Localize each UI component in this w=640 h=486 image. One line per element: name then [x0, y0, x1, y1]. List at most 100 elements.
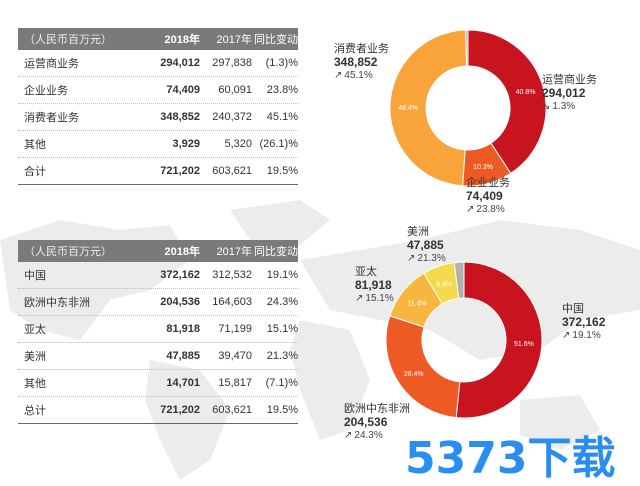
value-yoy: 15.1%: [266, 323, 298, 335]
value-2017: 297,838: [212, 57, 252, 69]
value-yoy: 19.5%: [266, 165, 298, 177]
value-yoy: (1.3)%: [265, 57, 298, 69]
row-label: 美洲: [24, 351, 46, 363]
value-2017: 603,621: [212, 165, 252, 177]
value-yoy: 19.1%: [266, 269, 298, 281]
trend-arrow-icon: ↗: [562, 330, 571, 341]
value-2018: 74,409: [166, 84, 200, 96]
region-revenue-table: （人民币百万元） 2018年 2017年 同比变动 中国 372,162 312…: [18, 240, 298, 424]
row-label: 其他: [24, 378, 46, 390]
region-slice-0: [455, 261, 543, 419]
table-row: 消费者业务 348,852 240,372 45.1%: [18, 104, 298, 131]
business-donut-chart: 40.8% 10.3% 48.4%: [389, 29, 547, 187]
table-row: 欧洲中东非洲 204,536 164,603 24.3%: [18, 289, 298, 316]
row-label: 中国: [24, 270, 46, 282]
growth-value: 19.1%: [572, 330, 601, 341]
trend-arrow-icon: ↗: [355, 293, 364, 304]
header-unit: （人民币百万元）: [24, 34, 112, 46]
annotation-growth: ↘ 1.3%: [542, 100, 597, 113]
value-2018: 3,929: [172, 138, 200, 150]
annotation-name: 美洲: [407, 226, 429, 238]
annotation-name: 企业业务: [466, 177, 510, 189]
business-slice-0: [467, 29, 547, 175]
table-row: 运营商业务 294,012 297,838 (1.3)%: [18, 50, 298, 77]
value-2018: 372,162: [160, 269, 200, 281]
annotation-value: 47,885: [407, 238, 444, 252]
value-yoy: (7.1)%: [265, 377, 298, 389]
annotation-enterprise: 企业业务 74,409 ↗ 23.8%: [466, 177, 510, 216]
growth-value: 21.3%: [417, 253, 446, 264]
business-slice-label-0: 40.8%: [516, 89, 536, 96]
row-label: 运营商业务: [24, 58, 79, 70]
growth-value: 24.3%: [354, 430, 383, 441]
growth-value: 23.8%: [476, 204, 505, 215]
business-slice-label-2: 48.4%: [398, 105, 418, 112]
header-2017: 2017年: [216, 34, 252, 46]
value-yoy: (26.1)%: [259, 138, 298, 150]
header-2017: 2017年: [216, 246, 252, 258]
value-2017: 60,091: [218, 84, 252, 96]
value-2018: 294,012: [160, 57, 200, 69]
row-label: 总计: [24, 405, 46, 417]
table-row: 其他 14,701 15,817 (7.1)%: [18, 370, 298, 397]
value-2017: 71,199: [218, 323, 252, 335]
row-label: 消费者业务: [24, 112, 79, 124]
table-row: 美洲 47,885 39,470 21.3%: [18, 343, 298, 370]
trend-arrow-icon: ↘: [542, 101, 551, 112]
value-2018: 81,918: [166, 323, 200, 335]
business-slice-3: [465, 29, 469, 67]
row-label: 企业业务: [24, 85, 68, 97]
annotation-growth: ↗ 45.1%: [334, 69, 389, 82]
region-slice-4: [453, 261, 465, 299]
annotation-growth: ↗ 15.1%: [355, 292, 394, 305]
annotation-name: 消费者业务: [334, 43, 389, 55]
region-donut-chart: 51.6% 28.4% 11.4% 6.6%: [385, 261, 543, 419]
table-row: 中国 372,162 312,532 19.1%: [18, 262, 298, 289]
row-label: 合计: [24, 166, 46, 178]
business-slice-2: [389, 29, 468, 187]
annotation-name: 欧洲中东非洲: [344, 403, 410, 415]
header-yoy: 同比变动: [254, 34, 298, 46]
annotation-growth: ↗ 24.3%: [344, 429, 410, 442]
region-slice-label-3: 6.6%: [436, 281, 452, 288]
table-row: 亚太 81,918 71,199 15.1%: [18, 316, 298, 343]
region-slice-label-0: 51.6%: [514, 341, 534, 348]
growth-value: 1.3%: [552, 101, 576, 112]
value-2018: 14,701: [166, 377, 200, 389]
trend-arrow-icon: ↗: [407, 253, 416, 264]
growth-value: 45.1%: [344, 70, 373, 81]
trend-arrow-icon: ↗: [466, 204, 475, 215]
annotation-value: 372,162: [562, 315, 606, 329]
table-total-row: 总计 721,202 603,621 19.5%: [18, 397, 298, 424]
growth-value: 15.1%: [365, 293, 394, 304]
value-2018: 204,536: [160, 296, 200, 308]
header-unit: （人民币百万元）: [24, 246, 112, 258]
annotation-value: 294,012: [542, 86, 586, 100]
value-2018: 721,202: [160, 404, 200, 416]
annotation-value: 81,918: [355, 278, 392, 292]
annotation-apac: 亚太 81,918 ↗ 15.1%: [355, 266, 394, 305]
value-yoy: 45.1%: [266, 111, 298, 123]
annotation-growth: ↗ 21.3%: [407, 252, 446, 265]
annotation-value: 74,409: [466, 189, 503, 203]
value-2017: 164,603: [212, 296, 252, 308]
value-2018: 721,202: [160, 165, 200, 177]
table-row: 其他 3,929 5,320 (26.1)%: [18, 131, 298, 158]
annotation-value: 204,536: [344, 415, 388, 429]
header-2018: 2018年: [164, 246, 200, 258]
value-2017: 312,532: [212, 269, 252, 281]
value-2018: 348,852: [160, 111, 200, 123]
annotation-name: 亚太: [355, 266, 377, 278]
value-yoy: 21.3%: [266, 350, 298, 362]
business-revenue-table: （人民币百万元） 2018年 2017年 同比变动 运营商业务 294,012 …: [18, 28, 298, 185]
annotation-emea: 欧洲中东非洲 204,536 ↗ 24.3%: [344, 403, 410, 442]
table-header: （人民币百万元） 2018年 2017年 同比变动: [18, 28, 298, 50]
value-2017: 39,470: [218, 350, 252, 362]
trend-arrow-icon: ↗: [334, 70, 343, 81]
region-slice-label-1: 28.4%: [404, 371, 424, 378]
value-yoy: 23.8%: [266, 84, 298, 96]
value-2018: 47,885: [166, 350, 200, 362]
annotation-china: 中国 372,162 ↗ 19.1%: [562, 303, 605, 342]
watermark-logo: 5373下载: [405, 433, 616, 484]
annotation-carrier: 运营商业务 294,012 ↘ 1.3%: [542, 74, 597, 113]
